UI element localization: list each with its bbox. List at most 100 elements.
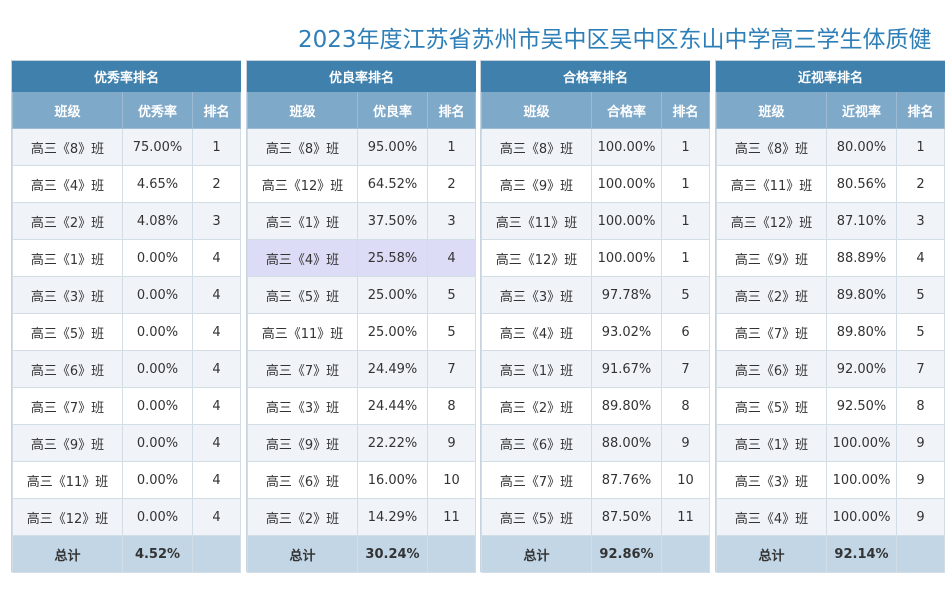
ranking-panel-excellent: 优秀率排名 班级 优秀率 排名 高三《8》班 75.00% 1 高三《4》班 4.65% 2 高三《… (11, 60, 242, 573)
class-cell: 高三《4》班 (12, 165, 123, 203)
rank-cell: 8 (426, 387, 477, 425)
class-cell: 高三《7》班 (12, 387, 123, 425)
column-header-class[interactable]: 班级 (716, 91, 827, 129)
rank-cell: 4 (191, 461, 242, 499)
rate-cell: 0.00% (122, 276, 193, 314)
table-row[interactable]: 高三《8》班 80.00% 1 (716, 128, 946, 166)
class-cell: 高三《3》班 (716, 461, 827, 499)
table-row[interactable]: 高三《9》班 100.00% 1 (481, 165, 711, 203)
column-header-class[interactable]: 班级 (247, 91, 358, 129)
rate-cell: 93.02% (591, 313, 662, 351)
column-header-rank[interactable]: 排名 (191, 91, 242, 129)
table-row[interactable]: 高三《1》班 37.50% 3 (247, 202, 477, 240)
table-row[interactable]: 高三《3》班 97.78% 5 (481, 276, 711, 314)
rate-cell: 91.67% (591, 350, 662, 388)
class-cell: 高三《8》班 (12, 128, 123, 166)
table-row[interactable]: 高三《12》班 0.00% 4 (12, 498, 242, 536)
ranking-panel-pass: 合格率排名 班级 合格率 排名 高三《8》班 100.00% 1 高三《9》班 100.00% 1… (480, 60, 711, 573)
total-row: 总计 4.52% (12, 535, 242, 573)
table-row[interactable]: 高三《9》班 22.22% 9 (247, 424, 477, 462)
rank-cell: 5 (426, 313, 477, 351)
column-header-class[interactable]: 班级 (481, 91, 592, 129)
table-row[interactable]: 高三《11》班 100.00% 1 (481, 202, 711, 240)
table-row[interactable]: 高三《6》班 92.00% 7 (716, 350, 946, 388)
class-cell: 高三《6》班 (12, 350, 123, 388)
table-row[interactable]: 高三《7》班 87.76% 10 (481, 461, 711, 499)
rank-cell: 4 (426, 239, 477, 277)
table-row[interactable]: 高三《5》班 92.50% 8 (716, 387, 946, 425)
table-row[interactable]: 高三《6》班 0.00% 4 (12, 350, 242, 388)
table-row[interactable]: 高三《12》班 100.00% 1 (481, 239, 711, 277)
table-row[interactable]: 高三《9》班 88.89% 4 (716, 239, 946, 277)
table-row[interactable]: 高三《4》班 25.58% 4 (247, 239, 477, 277)
rank-cell: 10 (426, 461, 477, 499)
class-cell: 高三《3》班 (247, 387, 358, 425)
table-row[interactable]: 高三《3》班 0.00% 4 (12, 276, 242, 314)
table-row[interactable]: 高三《1》班 0.00% 4 (12, 239, 242, 277)
column-header-rate[interactable]: 优秀率 (122, 91, 193, 129)
panel-title: 优秀率排名 (11, 61, 242, 92)
table-row[interactable]: 高三《7》班 24.49% 7 (247, 350, 477, 388)
rank-cell: 4 (895, 239, 946, 277)
table-row[interactable]: 高三《1》班 91.67% 7 (481, 350, 711, 388)
table-row[interactable]: 高三《8》班 100.00% 1 (481, 128, 711, 166)
column-header-rate[interactable]: 合格率 (591, 91, 662, 129)
table-row[interactable]: 高三《11》班 0.00% 4 (12, 461, 242, 499)
rate-cell: 100.00% (826, 498, 897, 536)
table-row[interactable]: 高三《7》班 0.00% 4 (12, 387, 242, 425)
table-row[interactable]: 高三《3》班 100.00% 9 (716, 461, 946, 499)
rate-cell: 100.00% (826, 461, 897, 499)
class-cell: 高三《5》班 (716, 387, 827, 425)
table-row[interactable]: 高三《2》班 14.29% 11 (247, 498, 477, 536)
class-cell: 高三《1》班 (12, 239, 123, 277)
rate-cell: 88.00% (591, 424, 662, 462)
table-row[interactable]: 高三《3》班 24.44% 8 (247, 387, 477, 425)
table-row[interactable]: 高三《7》班 89.80% 5 (716, 313, 946, 351)
table-row[interactable]: 高三《2》班 4.08% 3 (12, 202, 242, 240)
table-row[interactable]: 高三《4》班 100.00% 9 (716, 498, 946, 536)
rate-cell: 89.80% (591, 387, 662, 425)
ranking-table: 优秀率排名 班级 优秀率 排名 高三《8》班 75.00% 1 高三《4》班 4.65% 2 高三《… (11, 61, 242, 573)
column-header-rate[interactable]: 近视率 (826, 91, 897, 129)
rank-cell: 4 (191, 350, 242, 388)
class-cell: 高三《8》班 (481, 128, 592, 166)
column-header-rank[interactable]: 排名 (660, 91, 711, 129)
rank-cell: 5 (426, 276, 477, 314)
table-row[interactable]: 高三《1》班 100.00% 9 (716, 424, 946, 462)
column-header-rank[interactable]: 排名 (895, 91, 946, 129)
class-cell: 高三《1》班 (481, 350, 592, 388)
total-rate: 92.14% (826, 535, 897, 573)
table-row[interactable]: 高三《12》班 87.10% 3 (716, 202, 946, 240)
table-row[interactable]: 高三《5》班 87.50% 11 (481, 498, 711, 536)
rate-cell: 22.22% (357, 424, 428, 462)
ranking-panel-good: 优良率排名 班级 优良率 排名 高三《8》班 95.00% 1 高三《12》班 64.52% 2 高… (246, 60, 477, 573)
class-cell: 高三《4》班 (247, 239, 358, 277)
class-cell: 高三《5》班 (247, 276, 358, 314)
table-row[interactable]: 高三《2》班 89.80% 8 (481, 387, 711, 425)
column-header-class[interactable]: 班级 (12, 91, 123, 129)
rank-cell: 2 (191, 165, 242, 203)
column-header-rank[interactable]: 排名 (426, 91, 477, 129)
table-row[interactable]: 高三《11》班 25.00% 5 (247, 313, 477, 351)
table-row[interactable]: 高三《4》班 93.02% 6 (481, 313, 711, 351)
rate-cell: 89.80% (826, 313, 897, 351)
rank-cell: 4 (191, 313, 242, 351)
table-row[interactable]: 高三《6》班 88.00% 9 (481, 424, 711, 462)
table-row[interactable]: 高三《6》班 16.00% 10 (247, 461, 477, 499)
rate-cell: 92.00% (826, 350, 897, 388)
table-row[interactable]: 高三《2》班 89.80% 5 (716, 276, 946, 314)
rate-cell: 97.78% (591, 276, 662, 314)
table-row[interactable]: 高三《4》班 4.65% 2 (12, 165, 242, 203)
table-row[interactable]: 高三《8》班 95.00% 1 (247, 128, 477, 166)
table-row[interactable]: 高三《12》班 64.52% 2 (247, 165, 477, 203)
table-row[interactable]: 高三《9》班 0.00% 4 (12, 424, 242, 462)
column-header-rate[interactable]: 优良率 (357, 91, 428, 129)
table-row[interactable]: 高三《5》班 25.00% 5 (247, 276, 477, 314)
rate-cell: 87.76% (591, 461, 662, 499)
table-row[interactable]: 高三《11》班 80.56% 2 (716, 165, 946, 203)
rate-cell: 100.00% (591, 239, 662, 277)
table-row[interactable]: 高三《5》班 0.00% 4 (12, 313, 242, 351)
rank-cell: 4 (191, 498, 242, 536)
rank-cell: 1 (660, 165, 711, 203)
table-row[interactable]: 高三《8》班 75.00% 1 (12, 128, 242, 166)
